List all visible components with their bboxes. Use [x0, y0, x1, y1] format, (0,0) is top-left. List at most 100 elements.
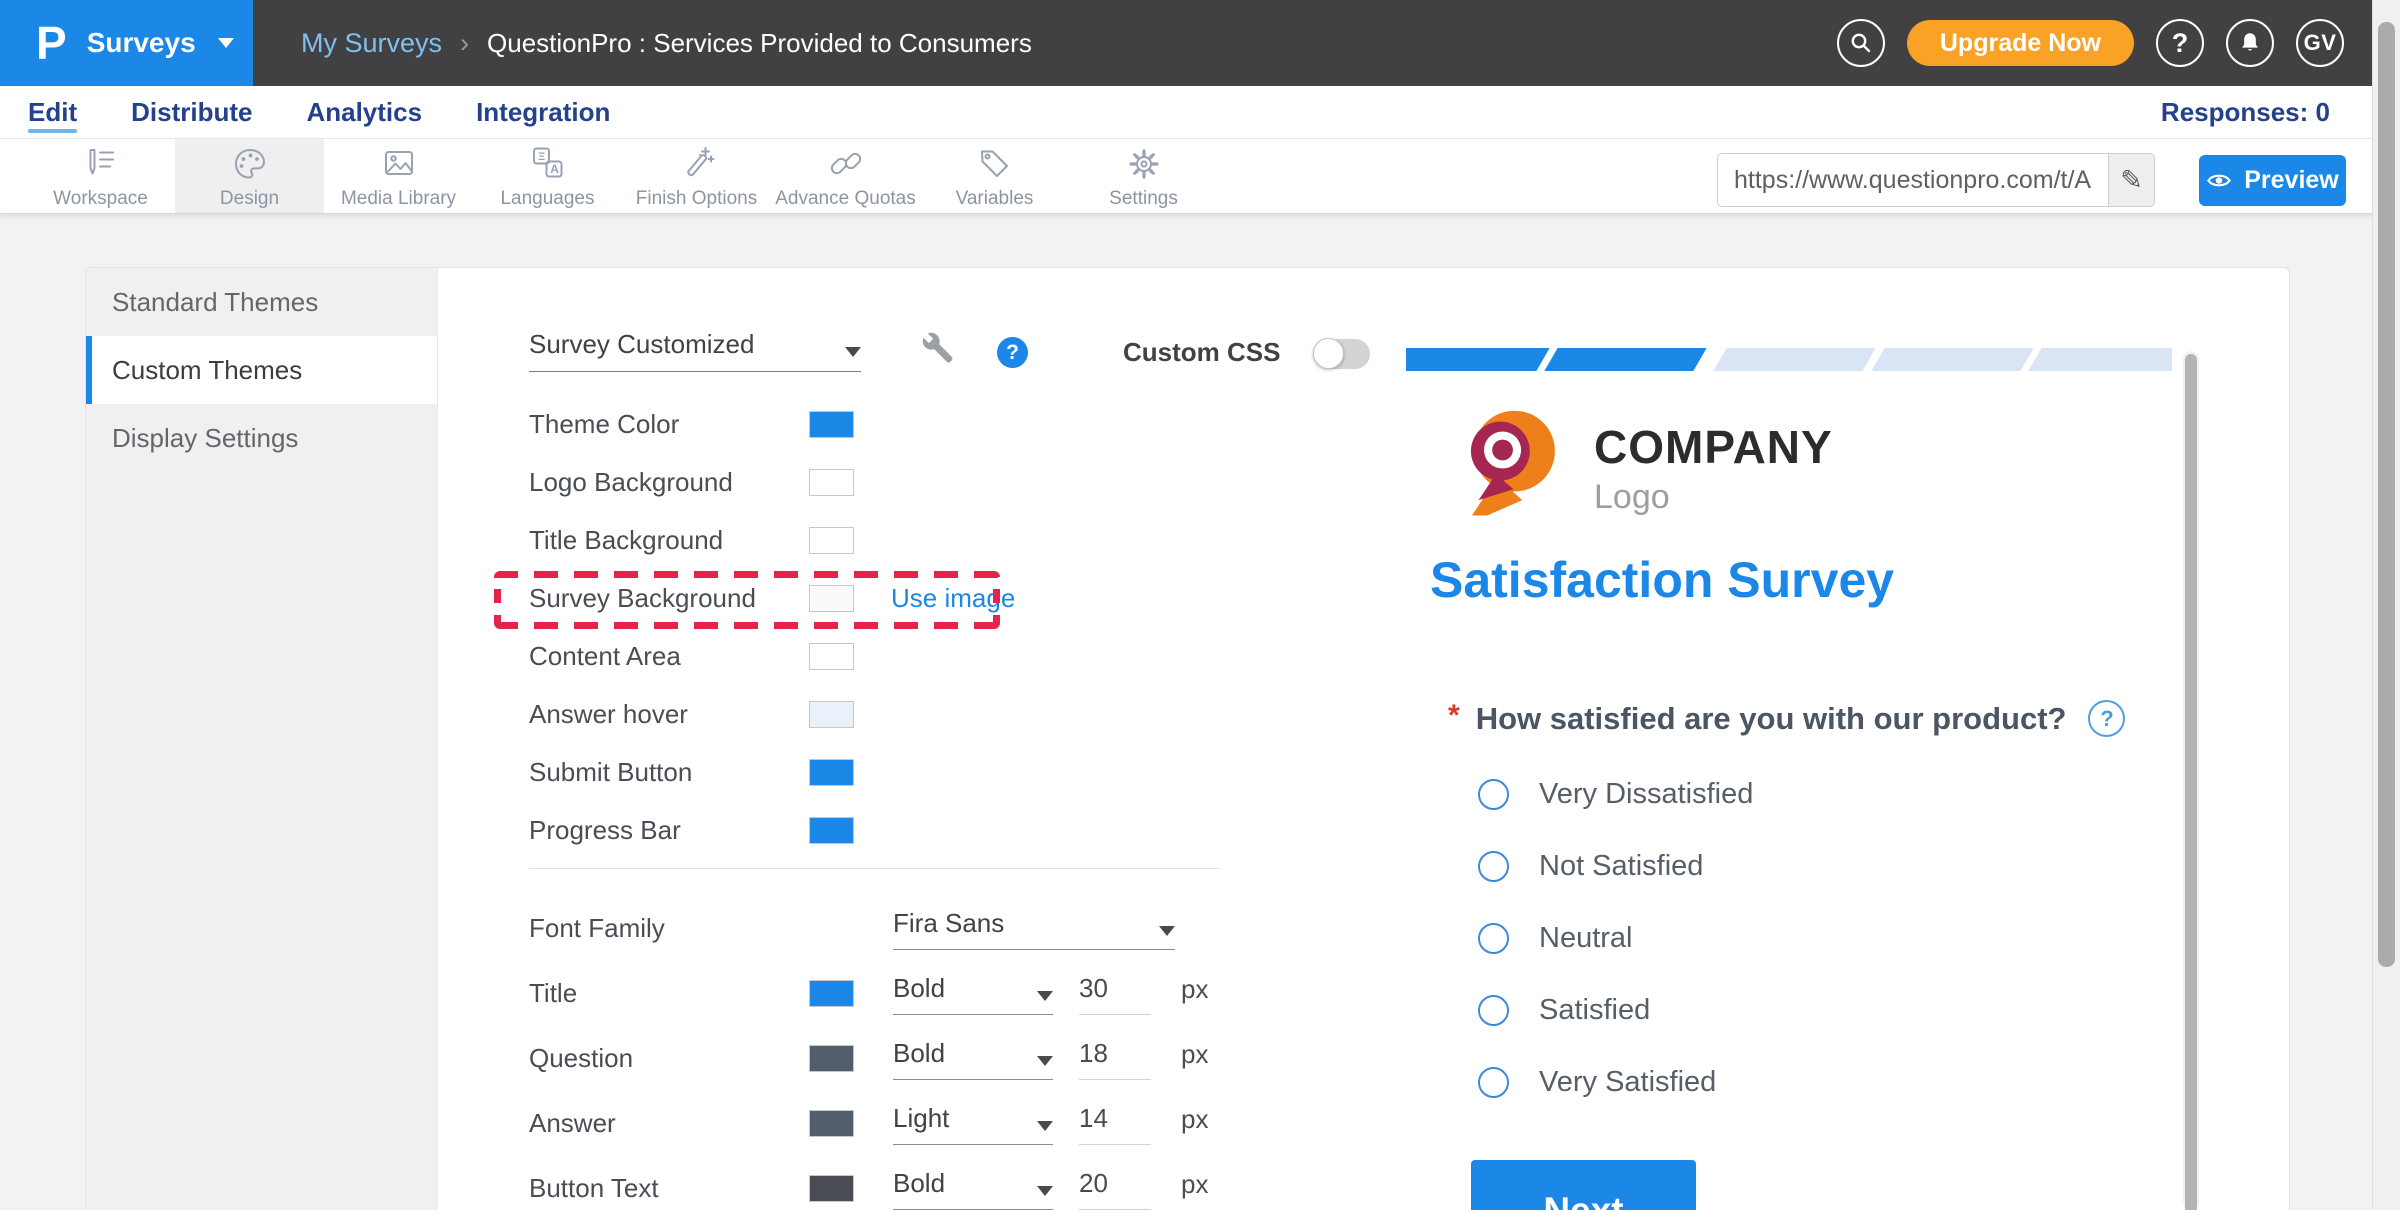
radio-icon[interactable]	[1478, 850, 1509, 882]
option-very-dissatisfied[interactable]: Very Dissatisfied	[1478, 758, 1753, 830]
question-help-button[interactable]: ?	[2088, 700, 2126, 737]
use-image-link[interactable]: Use image	[891, 582, 1016, 613]
option-label: Very Satisfied	[1539, 1065, 1717, 1098]
next-button[interactable]: Next	[1471, 1160, 1696, 1210]
color-swatch[interactable]	[809, 758, 854, 786]
toolbar-item-media-library[interactable]: Media Library	[324, 139, 473, 213]
avatar-initials: GV	[2303, 30, 2337, 55]
notifications-button[interactable]	[2226, 19, 2274, 67]
preview-progress-bar	[1406, 348, 2172, 371]
font-weight-select[interactable]: Bold	[893, 973, 1053, 1015]
radio-icon[interactable]	[1478, 994, 1509, 1026]
toolbar-item-label: Media Library	[340, 187, 457, 209]
toolbar-item-variables[interactable]: Variables	[920, 139, 1069, 213]
sidebar-item-custom-themes[interactable]: Custom Themes	[86, 336, 437, 404]
font-size-input[interactable]: 30	[1079, 973, 1151, 1015]
color-swatch[interactable]	[809, 410, 854, 438]
progress-segment-empty	[2028, 348, 2172, 371]
chevron-down-icon	[1159, 925, 1175, 936]
product-menu[interactable]: P Surveys	[0, 0, 253, 86]
font-size-input[interactable]: 14	[1079, 1103, 1151, 1145]
tab-analytics[interactable]: Analytics	[306, 96, 423, 127]
sidebar-item-display-settings[interactable]: Display Settings	[112, 422, 299, 453]
design-icon	[229, 143, 271, 185]
survey-url-field: ✎	[1717, 153, 2155, 207]
sidebar-item-standard-themes[interactable]: Standard Themes	[112, 286, 319, 317]
color-swatch[interactable]	[809, 700, 854, 728]
progress-segment-filled	[1406, 348, 1550, 371]
font-row-answer: Answer Light 14 px	[529, 1091, 1329, 1156]
font-row-label: Button Text	[529, 1173, 659, 1203]
color-swatch[interactable]	[809, 816, 854, 844]
chevron-down-icon	[1037, 1055, 1053, 1066]
question-icon: ?	[1006, 340, 1019, 364]
toolbar-item-advance-quotas[interactable]: Advance Quotas	[771, 139, 920, 213]
font-settings: Font Family Fira Sans Title Bold 30 px	[529, 896, 1329, 1210]
edit-url-button[interactable]: ✎	[2108, 154, 2154, 206]
radio-icon[interactable]	[1478, 778, 1509, 810]
font-color-swatch[interactable]	[809, 1110, 854, 1137]
font-weight-select[interactable]: Bold	[893, 1168, 1053, 1210]
upgrade-now-button[interactable]: Upgrade Now	[1906, 20, 2134, 66]
option-not-satisfied[interactable]: Not Satisfied	[1478, 830, 1753, 902]
avatar[interactable]: GV	[2296, 19, 2344, 67]
option-label: Not Satisfied	[1539, 849, 1704, 882]
option-label: Neutral	[1539, 921, 1633, 954]
font-color-swatch[interactable]	[809, 980, 854, 1007]
breadcrumb-my-surveys[interactable]: My Surveys	[301, 27, 443, 58]
theme-select[interactable]: Survey Customized	[529, 329, 861, 372]
color-swatch[interactable]	[809, 584, 854, 612]
font-color-swatch[interactable]	[809, 1175, 854, 1202]
color-row-label: Survey Background	[529, 582, 756, 613]
search-icon	[1851, 33, 1871, 53]
toolbar-item-workspace[interactable]: Workspace	[26, 139, 175, 213]
window-scrollbar-thumb[interactable]	[2378, 22, 2395, 967]
font-size-input[interactable]: 20	[1079, 1168, 1151, 1210]
window-scrollbar-track[interactable]	[2372, 0, 2400, 1210]
color-swatch[interactable]	[809, 642, 854, 670]
font-family-select[interactable]: Fira Sans	[893, 908, 1175, 950]
chevron-down-icon	[217, 38, 234, 48]
font-color-swatch[interactable]	[809, 1045, 854, 1072]
custom-css-toggle[interactable]	[1313, 338, 1371, 369]
tab-integration[interactable]: Integration	[476, 96, 611, 127]
color-swatch[interactable]	[809, 526, 854, 554]
preview-button[interactable]: Preview	[2199, 155, 2346, 206]
preview-scrollbar-thumb[interactable]	[2185, 354, 2197, 1210]
color-row-submit-button: Submit Button	[529, 743, 1169, 801]
top-header: P Surveys My Surveys › QuestionPro : Ser…	[0, 0, 2400, 86]
breadcrumb: My Surveys › QuestionPro : Services Prov…	[301, 28, 1032, 59]
toolbar-item-design[interactable]: Design	[175, 139, 324, 213]
color-row-label: Progress Bar	[529, 814, 681, 845]
tab-distribute[interactable]: Distribute	[131, 96, 253, 127]
option-neutral[interactable]: Neutral	[1478, 902, 1753, 974]
toolbar-item-label: Workspace	[53, 187, 148, 209]
theme-help-button[interactable]: ?	[997, 337, 1028, 368]
toolbar-item-label: Design	[219, 187, 280, 209]
search-button[interactable]	[1836, 19, 1885, 67]
progress-segment-filled	[1544, 348, 1708, 371]
option-satisfied[interactable]: Satisfied	[1478, 974, 1753, 1046]
radio-icon[interactable]	[1478, 1066, 1509, 1098]
header-actions: Upgrade Now ? GV	[1836, 19, 2400, 67]
font-weight-select[interactable]: Light	[893, 1103, 1053, 1145]
breadcrumb-separator: ›	[460, 27, 470, 58]
radio-icon[interactable]	[1478, 922, 1509, 954]
font-size-input[interactable]: 18	[1079, 1038, 1151, 1080]
customize-theme-button[interactable]	[921, 331, 955, 370]
font-weight-select[interactable]: Bold	[893, 1038, 1053, 1080]
option-very-satisfied[interactable]: Very Satisfied	[1478, 1046, 1753, 1118]
font-row-label: Question	[529, 1043, 634, 1073]
tab-edit[interactable]: Edit	[28, 86, 78, 138]
toolbar-item-settings[interactable]: Settings	[1069, 139, 1218, 213]
font-size-unit: px	[1181, 973, 1209, 1004]
survey-url-input[interactable]	[1718, 154, 2108, 206]
option-label: Satisfied	[1539, 993, 1651, 1026]
themes-sidebar: Standard Themes Custom Themes Display Se…	[86, 268, 438, 1210]
toolbar-item-label: Languages	[500, 187, 595, 209]
toolbar-item-label: Advance Quotas	[775, 187, 916, 209]
help-button[interactable]: ?	[2156, 19, 2204, 67]
color-swatch[interactable]	[809, 468, 854, 496]
toolbar-item-finish-options[interactable]: Finish Options	[622, 139, 771, 213]
